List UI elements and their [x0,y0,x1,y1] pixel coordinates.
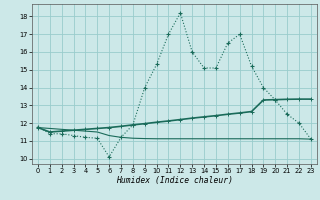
X-axis label: Humidex (Indice chaleur): Humidex (Indice chaleur) [116,176,233,185]
